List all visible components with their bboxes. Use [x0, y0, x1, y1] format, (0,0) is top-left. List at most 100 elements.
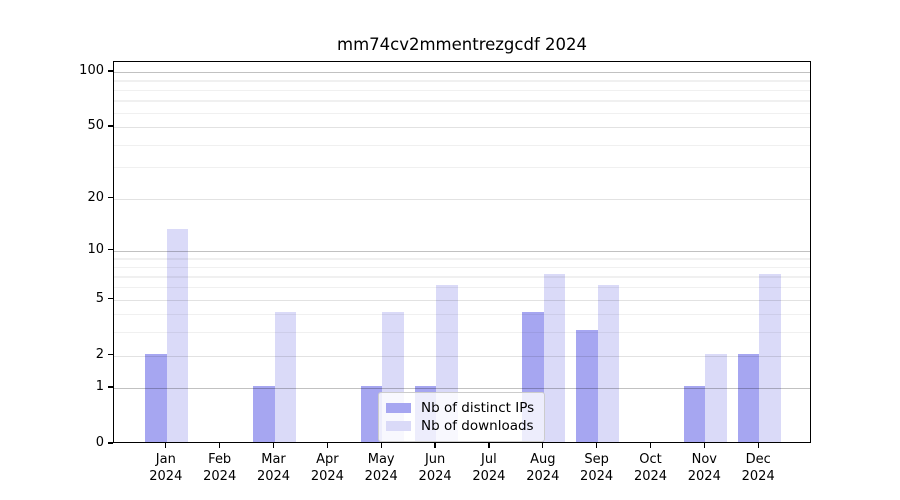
gridline-minor: [114, 314, 810, 316]
legend-swatch-downloads: [386, 420, 411, 431]
gridline-minor: [114, 287, 810, 289]
legend-item-downloads: Nb of downloads: [386, 417, 537, 434]
x-tick-year: 2024: [580, 468, 614, 484]
gridline: [114, 299, 810, 301]
x-axis-tick-mark: [165, 443, 167, 448]
y-axis-tick-label: 1: [95, 379, 104, 395]
x-axis-tick-mark: [380, 443, 382, 448]
x-tick-month: Oct: [639, 452, 662, 467]
y-axis-tick-mark: [108, 297, 113, 300]
gridline: [114, 388, 810, 390]
y-axis-tick-mark: [108, 353, 113, 356]
bar-downloads: [597, 285, 620, 442]
x-tick-month: Aug: [530, 452, 556, 467]
x-axis-tick-label: Nov 2024: [674, 452, 734, 485]
x-tick-month: Sep: [584, 452, 609, 467]
y-axis-tick-label: 100: [79, 63, 104, 78]
x-tick-month: Nov: [691, 452, 717, 467]
x-tick-month: Feb: [208, 452, 232, 467]
y-axis-tick-label: 20: [87, 189, 104, 205]
x-tick-year: 2024: [472, 468, 506, 484]
x-axis-tick-mark: [434, 443, 436, 448]
y-axis-tick-mark: [108, 386, 113, 388]
legend-label-distinct-ips: Nb of distinct IPs: [421, 399, 535, 416]
x-tick-month: Jun: [424, 452, 446, 467]
x-axis-tick-label: Jan 2024: [136, 452, 196, 485]
gridline-minor: [114, 266, 810, 269]
x-tick-month: Jan: [155, 452, 176, 467]
x-tick-year: 2024: [149, 468, 183, 484]
y-axis-tick-label: 2: [95, 346, 104, 362]
gridline-minor: [114, 258, 810, 260]
bar-downloads: [705, 353, 727, 442]
bar-distinct-ips: [683, 386, 706, 442]
x-tick-month: May: [367, 452, 395, 467]
bar-distinct-ips: [576, 330, 598, 442]
x-axis-tick-label: Mar 2024: [244, 452, 304, 485]
gridline: [114, 198, 810, 200]
gridline-minor: [114, 276, 810, 278]
bar-downloads: [274, 312, 296, 442]
x-axis-tick-mark: [272, 443, 275, 448]
x-axis-tick-label: Aug 2024: [513, 452, 573, 485]
gridline: [114, 250, 810, 252]
x-axis-tick-mark: [219, 443, 221, 448]
gridline-minor: [114, 167, 810, 169]
x-tick-year: 2024: [310, 468, 344, 484]
bar-downloads: [543, 274, 566, 442]
x-tick-month: Jul: [481, 452, 497, 467]
gridline-minor: [114, 80, 810, 82]
y-axis-tick-label: 5: [95, 290, 104, 306]
gridline: [114, 127, 810, 129]
y-axis-tick-mark: [108, 125, 113, 127]
x-tick-year: 2024: [203, 468, 237, 484]
chart-title: mm74cv2mmentrezgcdf 2024: [337, 35, 587, 54]
y-axis-tick-label: 0: [95, 435, 104, 450]
x-axis-tick-label: Oct 2024: [621, 452, 681, 485]
x-axis-tick-label: Feb 2024: [190, 452, 250, 485]
x-tick-year: 2024: [418, 468, 452, 484]
x-tick-month: Mar: [261, 452, 286, 467]
bar-downloads: [759, 274, 781, 442]
y-axis-tick-mark: [108, 442, 113, 444]
x-axis-tick-mark: [542, 443, 544, 448]
x-axis-tick-mark: [649, 443, 652, 448]
x-axis-tick-label: Jul 2024: [459, 452, 519, 485]
plot-canvas: [114, 62, 810, 442]
bar-distinct-ips: [253, 386, 275, 442]
x-tick-year: 2024: [256, 468, 291, 484]
bar-distinct-ips: [360, 386, 383, 442]
x-tick-year: 2024: [741, 468, 775, 484]
gridline: [114, 355, 810, 357]
bar-distinct-ips: [737, 353, 760, 442]
legend-item-distinct-ips: Nb of distinct IPs: [386, 399, 537, 416]
x-tick-year: 2024: [633, 468, 668, 484]
x-axis-tick-label: Apr 2024: [297, 452, 357, 485]
bar-downloads: [166, 229, 189, 442]
legend: Nb of distinct IPs Nb of downloads: [378, 392, 545, 442]
y-axis-tick-mark: [108, 249, 113, 251]
x-axis-tick-label: May 2024: [351, 452, 411, 485]
bar-distinct-ips: [145, 353, 167, 442]
y-axis-tick-mark: [108, 70, 113, 72]
x-axis-tick-label: Jun 2024: [405, 452, 465, 485]
gridline-minor: [114, 332, 810, 334]
plot-area: [113, 61, 811, 443]
legend-label-downloads: Nb of downloads: [421, 417, 534, 434]
y-axis-tick-label: 10: [87, 241, 104, 257]
x-axis-tick-mark: [757, 443, 759, 448]
gridline: [114, 72, 810, 74]
x-axis-tick-mark: [488, 443, 490, 448]
x-tick-year: 2024: [364, 468, 398, 484]
x-axis-tick-label: Dec 2024: [728, 452, 788, 485]
x-tick-month: Dec: [745, 452, 771, 467]
gridline-minor: [114, 144, 810, 146]
x-tick-month: Apr: [316, 452, 339, 467]
x-axis-tick-label: Sep 2024: [567, 452, 627, 485]
gridline-minor: [114, 100, 810, 102]
gridline-minor: [114, 112, 810, 114]
x-tick-year: 2024: [687, 468, 721, 484]
gridline-minor: [114, 89, 810, 91]
x-tick-year: 2024: [526, 468, 560, 484]
